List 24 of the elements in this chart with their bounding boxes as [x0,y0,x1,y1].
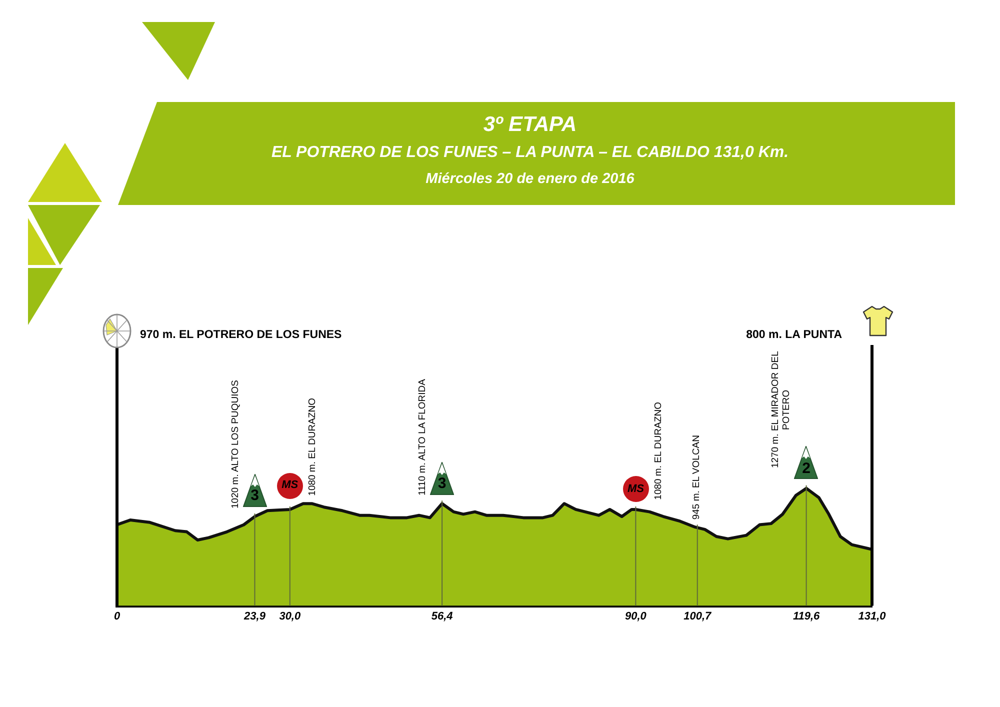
x-tick-label: 90,0 [624,610,648,622]
annotation: 2 [802,460,810,477]
x-tick-label: 23,9 [243,610,266,622]
x-tick-label: 131,0 [858,610,887,622]
annotation: 3 [250,487,259,504]
ref-line-label: 1020 m. ALTO LOS PUQUIOS [230,380,241,509]
ref-line-label: 945 m. EL VOLCAN [691,434,702,520]
ref-line-label: 1080 m. EL DURAZNO [652,402,664,500]
ref-line-label: 1270 m. EL MIRADOR DEL POTERO [770,350,792,471]
annotation: 3 [438,475,446,492]
chart-subtitle: EL POTRERO DE LOS FUNES – LA PUNTA – EL CABILDO 131,0 Km. [270,143,790,163]
annotation: MS [627,482,644,495]
ref-line-label: 800 m. LA PUNTA [746,329,842,342]
annotation: MS [282,479,298,492]
text: Miércoles 20 de enero de 2016 [424,171,636,189]
ref-line-label: 970 m. EL POTRERO DE LOS FUNES [140,329,342,342]
ref-line-label: 1110 m. ALTO LA FLORIDA [417,379,428,496]
x-tick-label: 100,7 [684,610,712,622]
x-tick-label: 56,4 [431,610,453,622]
x-tick-label: 0 [114,610,121,622]
x-tick-label: 119,6 [792,610,821,622]
chart-title: 3º ETAPA [482,112,578,138]
ref-line-label: 1080 m. EL DURAZNO [306,398,318,496]
x-tick-label: 30,0 [279,610,302,622]
